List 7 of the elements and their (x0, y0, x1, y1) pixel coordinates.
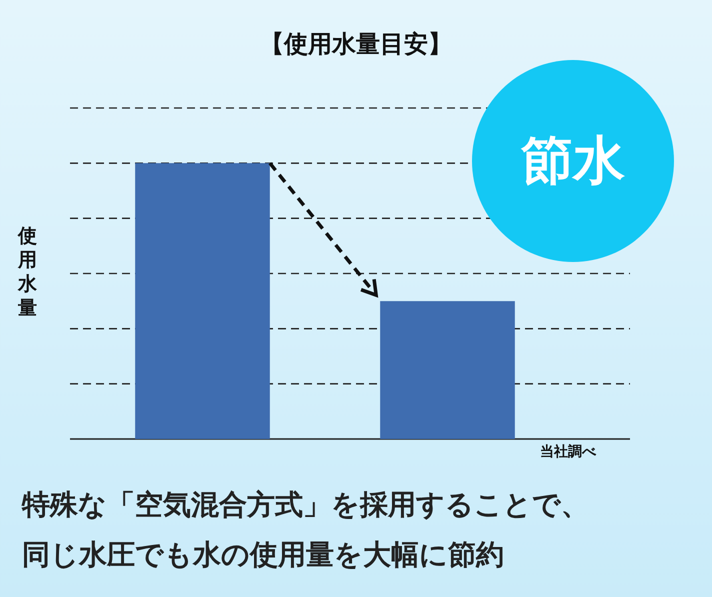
annotation: 節水 (521, 130, 625, 193)
y-axis-title: 使用水量 (18, 224, 38, 320)
text: 当社調べ (540, 443, 596, 461)
text: 同じ水圧でも水の使用量を大幅に節約 (22, 537, 504, 573)
circle-badge: 節水 (472, 60, 674, 262)
text: 特殊な「空気混合方式」を採用することで、 (22, 487, 589, 523)
chart-title: 【使用水量目安】 (259, 29, 453, 60)
